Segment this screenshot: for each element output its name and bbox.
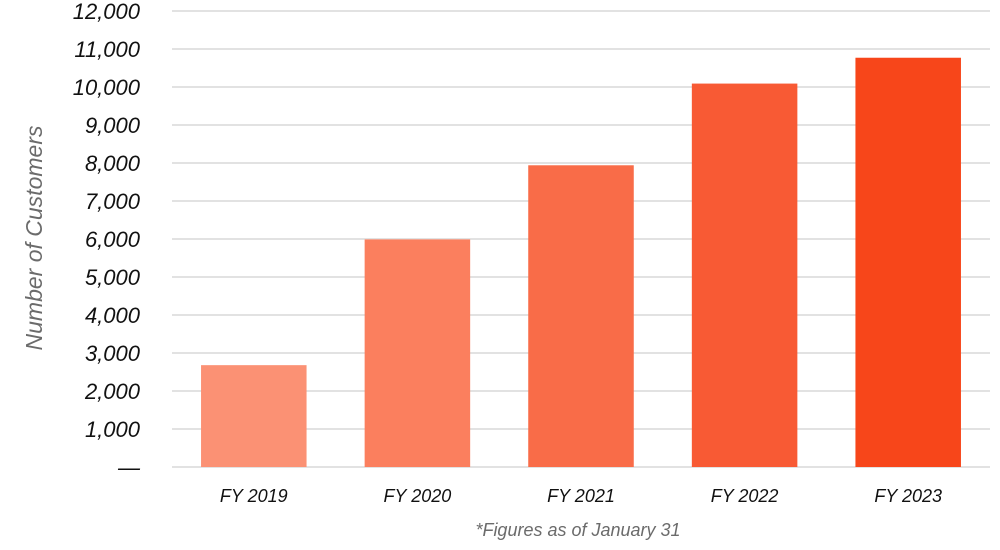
y-tick-label: 10,000 <box>73 75 141 100</box>
y-tick-label: 5,000 <box>85 265 141 290</box>
x-axis-labels: FY 2019 FY 2020 FY 2021 FY 2022 FY 2023 <box>220 486 942 506</box>
y-tick-label: 7,000 <box>85 189 141 214</box>
y-axis-ticks: — 1,000 2,000 3,000 4,000 5,000 6,000 7,000 8,00… <box>73 0 141 480</box>
x-category-label: FY 2022 <box>711 486 779 506</box>
bar-fy-2020 <box>364 239 471 467</box>
y-tick-label: 4,000 <box>85 303 141 328</box>
x-category-label: FY 2020 <box>384 486 452 506</box>
bar-fy-2022 <box>691 83 798 467</box>
y-tick-label: 6,000 <box>85 227 141 252</box>
x-category-label: FY 2021 <box>547 486 615 506</box>
x-category-label: FY 2019 <box>220 486 288 506</box>
bars <box>201 57 961 468</box>
bar-fy-2023 <box>855 57 961 468</box>
bar-fy-2019 <box>201 365 307 467</box>
y-tick-label: 2,000 <box>84 379 141 404</box>
x-category-label: FY 2023 <box>874 486 942 506</box>
y-tick-label: 12,000 <box>73 0 141 24</box>
y-tick-label: — <box>117 455 141 480</box>
y-tick-label: 9,000 <box>85 113 141 138</box>
y-tick-label: 11,000 <box>74 37 140 62</box>
y-tick-label: 1,000 <box>85 417 141 442</box>
y-tick-label: 3,000 <box>85 341 141 366</box>
footnote: *Figures as of January 31 <box>475 520 680 540</box>
y-tick-label: 8,000 <box>85 151 141 176</box>
bar-fy-2021 <box>528 165 634 467</box>
y-axis-label: Number of Customers <box>21 125 47 350</box>
